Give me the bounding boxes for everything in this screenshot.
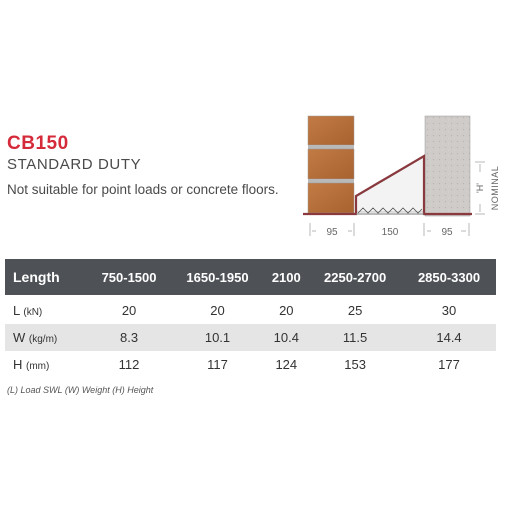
- header-col: 2250-2700: [308, 259, 403, 295]
- lintel-profile: [303, 154, 472, 216]
- footnote: (L) Load SWL (W) Weight (H) Height: [7, 385, 154, 395]
- row-label-text: L: [13, 303, 20, 318]
- table-row: H (mm) 112 117 124 153 177: [5, 351, 496, 378]
- brick-1: [307, 115, 355, 146]
- spec-table: Length 750-1500 1650-1950 2100 2250-2700…: [5, 259, 496, 378]
- lintel-diagram: 95 150 95 'H' NOMINAL: [303, 115, 500, 238]
- table-cell: 20: [210, 303, 225, 318]
- table-cell: 20: [279, 303, 294, 318]
- product-code: CB150: [7, 133, 69, 154]
- table-cell: 11.5: [308, 324, 403, 351]
- table-cell: 30: [441, 303, 457, 318]
- table-row: L (kN) 20 20 20 25 30: [5, 295, 496, 324]
- dimension-lines: [309, 161, 485, 236]
- product-duty: STANDARD DUTY: [7, 156, 142, 173]
- row-label-text: H: [13, 357, 23, 372]
- nominal-label: NOMINAL: [490, 166, 500, 211]
- header-col: 1650-1950: [170, 259, 265, 295]
- header-length: Length: [5, 259, 88, 295]
- header-col: 2100: [264, 259, 309, 295]
- table-header-row: Length 750-1500 1650-1950 2100 2250-2700…: [5, 259, 496, 295]
- mortar-2: [308, 179, 354, 183]
- row-label: H (mm): [5, 351, 88, 378]
- table-cell: 8.3: [87, 324, 171, 351]
- brick-2: [307, 148, 355, 180]
- table-cell: 10.4: [264, 324, 309, 351]
- row-label: L (kN): [5, 295, 88, 324]
- lintel-zigzag: [357, 207, 423, 214]
- table-cell: 14.4: [402, 324, 496, 351]
- table-cell: 177: [438, 357, 460, 372]
- product-note: Not suitable for point loads or concrete…: [7, 182, 279, 197]
- dim-left: 95: [326, 227, 338, 238]
- row-unit: (kN): [23, 307, 43, 318]
- table-cell: 25: [347, 303, 363, 318]
- row-label: W (kg/m): [5, 324, 88, 351]
- table-cell: 10.1: [170, 324, 265, 351]
- row-label-text: W: [13, 330, 26, 345]
- table-row: W (kg/m) 8.3 10.1 10.4 11.5 14.4: [5, 324, 496, 351]
- header-col: 750-1500: [87, 259, 171, 295]
- table-cell: 153: [344, 357, 366, 372]
- dim-middle: 150: [382, 227, 399, 238]
- table-cell: 112: [118, 357, 140, 372]
- table-cell: 117: [207, 357, 228, 372]
- table-cell: 124: [275, 357, 298, 372]
- header-col: 2850-3300: [402, 259, 496, 295]
- h-label: 'H': [475, 183, 485, 193]
- insulation: [355, 156, 425, 213]
- mortar-1: [308, 145, 354, 149]
- block-leaf: [424, 115, 471, 217]
- row-unit: (mm): [26, 361, 50, 372]
- dim-right: 95: [441, 227, 453, 238]
- row-unit: (kg/m): [28, 334, 58, 345]
- brick-3: [307, 182, 355, 214]
- table-cell: 20: [121, 303, 137, 318]
